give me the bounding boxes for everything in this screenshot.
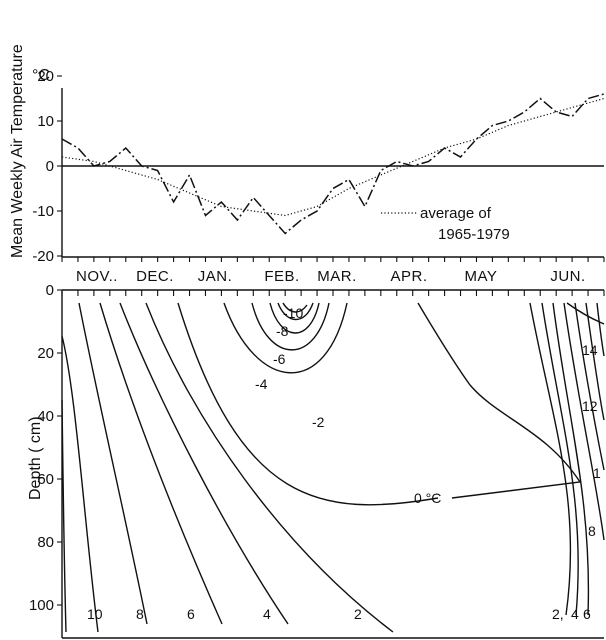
isotherm-minus10: [282, 302, 308, 313]
isotherm-4: [119, 302, 289, 625]
isotherm-spring-12: [585, 302, 605, 421]
bottom-y-axis-title: Depth ( cm): [27, 416, 44, 500]
isotherm-zero: [177, 302, 439, 506]
isotherm-8: [78, 302, 148, 625]
top-y-ticks: -20 -10 0 10 20: [32, 68, 62, 265]
month-label: MAR.: [317, 268, 357, 285]
top-y-tick-label: 10: [37, 113, 54, 130]
top-y-tick-label: -20: [32, 248, 54, 265]
weekly-temperature-line: [61, 93, 605, 235]
contour-label-minus8: -8: [276, 323, 289, 339]
contour-label-6: 6: [187, 606, 195, 622]
top-y-axis-title: Mean Weekly Air Temperature: [9, 44, 26, 258]
month-label: APR.: [390, 268, 427, 285]
average-temperature-line: [61, 97, 605, 217]
contour-label-4-right: 4: [571, 606, 579, 622]
isotherm-minus2: [223, 302, 348, 374]
isotherm-10: [61, 335, 99, 633]
bottom-y-tick-label: 40: [37, 408, 54, 425]
legend: average of 1965-1979: [381, 205, 510, 243]
isotherm-minus4: [251, 302, 330, 351]
isotherm-spring-14: [596, 302, 605, 357]
top-y-axis-unit: °C: [32, 67, 50, 84]
legend-label-line2: 1965-1979: [438, 226, 510, 243]
contour-label-14: 14: [582, 342, 598, 358]
contour-label-minus4: -4: [255, 376, 268, 392]
month-label: JUN.: [550, 268, 585, 285]
legend-label-line1: average of: [420, 205, 492, 222]
contour-label-4: 4: [263, 606, 271, 622]
isotherm-zero-return: [417, 302, 582, 499]
isotherm-spring-6: [552, 302, 590, 616]
top-y-tick-label: 20: [37, 68, 54, 85]
isotherm-6: [99, 302, 223, 625]
bottom-y-tick-label: 80: [37, 534, 54, 551]
contour-label-10: 10: [87, 606, 103, 622]
top-x-ticks: [61, 257, 605, 262]
air-temperature-chart: Mean Weekly Air Temperature °C -20 -10 0 10…: [9, 44, 605, 265]
contour-label-minus6: -6: [273, 351, 286, 367]
bottom-y-tick-label: 100: [29, 597, 54, 614]
bottom-y-tick-label: 0: [46, 282, 54, 299]
month-label: FEB.: [264, 268, 299, 285]
month-labels: NOV.. DEC. JAN. FEB. MAR. APR. MAY JUN.: [76, 268, 585, 285]
isotherm-spring-2: [529, 302, 572, 616]
isotherm-minus6: [269, 302, 320, 334]
isotherm-minus8: [277, 302, 314, 321]
contour-label-2-right: 2,: [552, 606, 564, 622]
isotherm-spring-10: [574, 302, 605, 471]
month-label: MAY: [465, 268, 498, 285]
isotherm-2: [145, 302, 394, 633]
soil-temperature-contour-chart: Depth ( cm) 0 20 40 60 80 100 -10 -8: [27, 282, 605, 639]
bottom-y-tick-label: 60: [37, 471, 54, 488]
contour-label-10-right: 1: [593, 465, 601, 481]
contour-label-12: 12: [582, 398, 598, 414]
top-y-tick-label: 0: [46, 158, 54, 175]
contour-label-2: 2: [354, 606, 362, 622]
isotherm-spring-4: [541, 302, 579, 616]
bottom-y-ticks: 0 20 40 60 80 100: [29, 282, 62, 614]
month-label: DEC.: [136, 268, 174, 285]
contour-label-minus2: -2: [312, 414, 325, 430]
contour-label-6-right: 6: [583, 606, 591, 622]
top-y-tick-label: -10: [32, 203, 54, 220]
isotherm-left-edge: [61, 399, 67, 633]
isotherm-spring-extra: [566, 302, 605, 325]
month-label: JAN.: [198, 268, 233, 285]
bottom-y-tick-label: 20: [37, 345, 54, 362]
contour-label-zero: 0 °C: [414, 490, 441, 506]
contour-label-8: 8: [136, 606, 144, 622]
month-label: NOV..: [76, 268, 118, 285]
bottom-x-ticks: [61, 290, 605, 296]
contour-label-minus10: -10: [283, 305, 303, 321]
isotherm-spring-8: [563, 302, 605, 541]
contour-label-8-right: 8: [588, 523, 596, 539]
